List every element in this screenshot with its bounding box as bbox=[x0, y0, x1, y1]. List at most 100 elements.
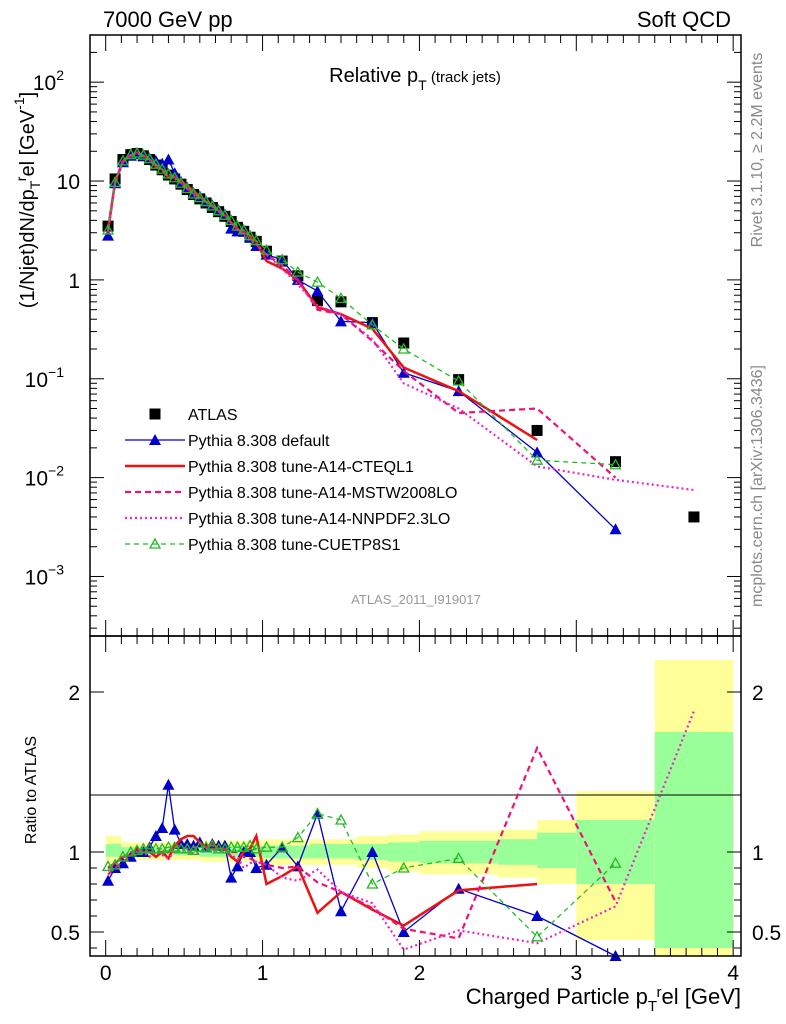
triangle-marker bbox=[143, 152, 156, 164]
open-triangle-marker bbox=[225, 840, 238, 852]
header-left: 7000 GeV pp bbox=[103, 7, 233, 32]
y-tick-exponent: −1 bbox=[48, 364, 64, 380]
open-triangle-marker bbox=[143, 152, 156, 164]
square-marker bbox=[162, 169, 174, 181]
triangle-marker bbox=[311, 285, 324, 297]
header-right: Soft QCD bbox=[637, 7, 731, 32]
open-triangle-marker bbox=[243, 839, 257, 851]
y-tick-exponent: −3 bbox=[48, 561, 64, 577]
x-tick-label: 3 bbox=[570, 962, 582, 985]
open-triangle-marker bbox=[366, 877, 379, 889]
open-triangle-marker bbox=[452, 852, 465, 864]
x-tick-label: 0 bbox=[100, 962, 112, 985]
open-triangle-marker bbox=[168, 840, 181, 852]
open-triangle-marker bbox=[187, 187, 200, 199]
square-marker bbox=[311, 294, 323, 306]
open-triangle-marker bbox=[397, 861, 410, 873]
open-triangle-marker bbox=[101, 860, 115, 872]
y-tick-label: 10 bbox=[57, 171, 80, 194]
ratio-axes-ticks: 0.5 0.5 1 1 2 2 0 1 2 3 4 bbox=[51, 636, 781, 985]
open-triangle-marker bbox=[162, 167, 175, 179]
ratio-series bbox=[101, 710, 695, 961]
x-tick-label: 2 bbox=[414, 962, 426, 985]
triangle-marker bbox=[156, 822, 169, 833]
legend-label-mstw: Pythia 8.308 tune-A14-MSTW2008LO bbox=[188, 485, 457, 502]
main-title: Relative pT (track jets) bbox=[329, 65, 501, 93]
open-triangle-marker bbox=[218, 208, 232, 220]
x-axis-label: Charged Particle pTrel [GeV] bbox=[466, 984, 741, 1015]
main-line-cuetp bbox=[107, 152, 616, 466]
open-triangle-marker bbox=[609, 856, 622, 868]
triangle-marker bbox=[168, 823, 181, 835]
open-triangle-marker bbox=[212, 204, 225, 216]
main-axes-ticks: 10−3 10−2 10−1 1 10 102 bbox=[25, 34, 741, 636]
square-marker bbox=[688, 511, 700, 523]
open-triangle-marker bbox=[530, 453, 544, 465]
open-triangle-marker bbox=[156, 162, 169, 174]
open-triangle-marker bbox=[291, 265, 304, 277]
open-triangle-marker bbox=[311, 275, 324, 287]
open-triangle-marker bbox=[260, 243, 273, 255]
legend-label-cteql1: Pythia 8.308 tune-A14-CTEQL1 bbox=[188, 459, 414, 476]
legend-label-nnpdf: Pythia 8.308 tune-A14-NNPDF2.3LO bbox=[188, 511, 450, 528]
main-series bbox=[101, 146, 700, 535]
square-marker bbox=[610, 456, 622, 468]
band-inner bbox=[105, 844, 122, 857]
mcplots-label: mcplots.cern.ch [arXiv:1306.3436] bbox=[749, 365, 766, 607]
triangle-marker bbox=[366, 846, 379, 857]
open-triangle-marker bbox=[250, 842, 263, 854]
ratio-y-tick-label: 2 bbox=[68, 682, 80, 705]
main-panel: 10−3 10−2 10−1 1 10 102 Relative pT (track je… bbox=[11, 34, 742, 637]
open-triangle-marker bbox=[206, 839, 219, 851]
open-triangle-marker bbox=[334, 292, 348, 304]
open-triangle-marker bbox=[311, 807, 324, 819]
open-triangle-marker bbox=[149, 842, 162, 854]
open-triangle-marker bbox=[168, 171, 181, 183]
triangle-marker bbox=[250, 862, 263, 873]
ratio-y-tick-label-right: 1 bbox=[752, 842, 764, 865]
open-triangle-marker bbox=[334, 813, 348, 825]
triangle-marker bbox=[531, 910, 544, 921]
legend-label-cuetp: Pythia 8.308 tune-CUETP8S1 bbox=[188, 537, 401, 554]
open-triangle-marker bbox=[174, 176, 188, 188]
open-triangle-marker bbox=[206, 199, 219, 211]
y-tick-label: 10−3 bbox=[25, 561, 65, 589]
band-inner bbox=[309, 844, 357, 859]
y-tick-exponent: −2 bbox=[48, 463, 64, 479]
open-triangle-marker bbox=[116, 154, 130, 166]
ratio-y-tick-label-right: 2 bbox=[752, 682, 764, 705]
open-triangle-marker bbox=[231, 219, 244, 231]
triangle-marker bbox=[609, 523, 622, 535]
band-inner bbox=[497, 839, 538, 865]
triangle-marker bbox=[149, 434, 161, 445]
open-triangle-marker bbox=[276, 840, 289, 852]
open-triangle-marker bbox=[181, 842, 194, 854]
open-triangle-marker bbox=[260, 840, 273, 852]
main-line-mstw bbox=[106, 151, 617, 479]
legend: ATLAS Pythia 8.308 default Pythia 8.308 tu… bbox=[125, 407, 457, 554]
triangle-marker bbox=[231, 860, 244, 872]
triangle-marker bbox=[311, 807, 324, 819]
square-marker bbox=[531, 424, 543, 436]
triangle-marker bbox=[102, 874, 115, 886]
legend-label-default: Pythia 8.308 default bbox=[188, 433, 330, 450]
square-marker bbox=[149, 408, 161, 420]
triangle-marker bbox=[102, 229, 115, 241]
ratio-y-tick-label: 0.5 bbox=[51, 922, 80, 945]
triangle-marker bbox=[334, 315, 347, 327]
watermark: ATLAS_2011_I919017 bbox=[351, 592, 481, 607]
open-triangle-marker bbox=[609, 458, 622, 470]
y-tick-label: 10−2 bbox=[25, 463, 65, 491]
main-y-label: (1/Njet)dN/dpTrel [GeV-1] bbox=[11, 92, 43, 308]
triangle-marker bbox=[162, 153, 175, 165]
ratio-y-tick-label-right: 0.5 bbox=[752, 922, 781, 945]
open-triangle-marker bbox=[243, 229, 257, 241]
triangle-marker bbox=[334, 905, 347, 917]
open-triangle-marker bbox=[212, 842, 225, 854]
open-triangle-marker bbox=[366, 318, 379, 330]
triangle-marker bbox=[225, 871, 238, 883]
open-triangle-marker bbox=[108, 176, 122, 187]
open-triangle-marker bbox=[143, 842, 156, 854]
triangle-marker bbox=[397, 926, 410, 937]
